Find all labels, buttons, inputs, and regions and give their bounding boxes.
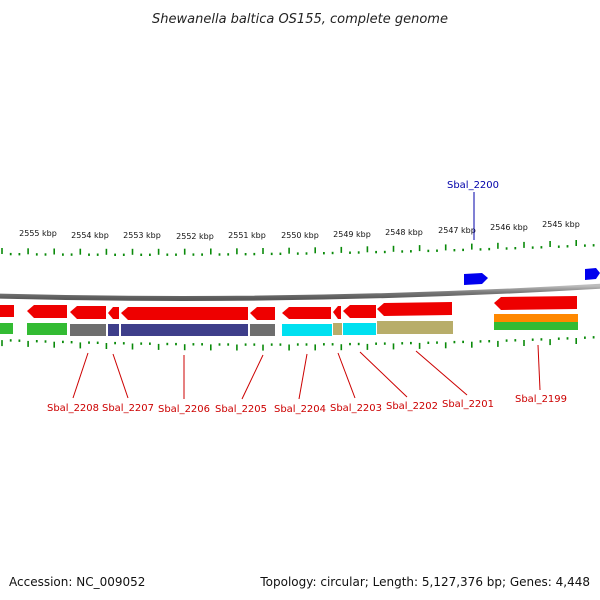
gene-label-sbal-2200[interactable]: Sbal_2200 xyxy=(447,180,499,191)
gene-label-sbal-2204[interactable]: Sbal_2204 xyxy=(274,404,326,415)
lower-tick-marks xyxy=(1,336,595,351)
bar-gray-2207 xyxy=(70,324,106,336)
gene-sbal-2205[interactable] xyxy=(250,307,275,320)
kbp-label-2547: 2547 kbp xyxy=(438,226,476,235)
gene-sbal-2207a[interactable] xyxy=(70,306,106,319)
sbal-2207-leader xyxy=(112,353,129,399)
reverse-gene-labels: Sbal_2208 Sbal_2207 Sbal_2206 Sbal_2205 … xyxy=(47,344,567,415)
bar-green-2208 xyxy=(27,323,67,335)
kbp-label-2546: 2546 kbp xyxy=(490,223,528,232)
sbal-2205-leader xyxy=(241,354,264,400)
bar-khaki-2201 xyxy=(377,321,453,334)
gene-label-sbal-2206[interactable]: Sbal_2206 xyxy=(158,404,210,415)
gene-sbal-2204[interactable] xyxy=(282,307,331,319)
gene-sbal-2206[interactable] xyxy=(121,307,248,320)
gene-sbal-2203[interactable] xyxy=(333,306,341,319)
sbal-2203-leader xyxy=(337,352,356,399)
reverse-strand-genes xyxy=(0,296,577,320)
gene-label-sbal-2203[interactable]: Sbal_2203 xyxy=(330,403,382,414)
sbal-2208-leader xyxy=(72,352,89,399)
sbal-2204-leader xyxy=(298,353,308,400)
gene-label-sbal-2207[interactable]: Sbal_2207 xyxy=(102,403,154,414)
gene-left-partial[interactable] xyxy=(0,305,14,317)
sbal-2202-leader xyxy=(359,351,408,398)
gene-sbal-2201[interactable] xyxy=(377,302,452,316)
feature-bars xyxy=(0,314,578,336)
kbp-label-2548: 2548 kbp xyxy=(385,228,423,237)
bar-khaki-2203 xyxy=(333,323,342,335)
kbp-label-2551: 2551 kbp xyxy=(228,231,266,240)
bar-navy-2207 xyxy=(108,324,119,336)
kbp-label-2549: 2549 kbp xyxy=(333,230,371,239)
genome-summary-text: Topology: circular; Length: 5,127,376 bp… xyxy=(259,575,590,589)
gene-label-sbal-2201[interactable]: Sbal_2201 xyxy=(442,399,494,410)
gene-sbal-2199[interactable] xyxy=(494,296,577,310)
kbp-label-2553: 2553 kbp xyxy=(123,231,161,240)
forward-strand-genes xyxy=(464,268,600,285)
sbal-2201-leader xyxy=(415,350,468,396)
gene-label-sbal-2208[interactable]: Sbal_2208 xyxy=(47,403,99,414)
kbp-label-2550: 2550 kbp xyxy=(281,231,319,240)
gene-sbal-2202[interactable] xyxy=(343,305,376,318)
gene-label-sbal-2199[interactable]: Sbal_2199 xyxy=(515,394,567,405)
bar-green-2199 xyxy=(494,322,578,330)
kbp-label-2552: 2552 kbp xyxy=(176,232,214,241)
bar-navy-2206 xyxy=(121,324,248,336)
genome-backbone xyxy=(0,283,600,301)
upper-tick-marks xyxy=(1,240,595,256)
bar-orange-2199 xyxy=(494,314,578,322)
diagram-title: Shewanella baltica OS155, complete genom… xyxy=(152,12,448,27)
kbp-label-2545: 2545 kbp xyxy=(542,220,580,229)
gene-forward-partial[interactable] xyxy=(585,268,600,280)
bar-cyan-2202 xyxy=(343,323,376,335)
sbal-2199-leader xyxy=(537,344,541,391)
bar-green-left xyxy=(0,323,13,334)
kbp-axis-labels: 2555 kbp 2554 kbp 2553 kbp 2552 kbp 2551… xyxy=(19,220,580,241)
gene-sbal-2208[interactable] xyxy=(27,305,67,318)
gene-label-sbal-2202[interactable]: Sbal_2202 xyxy=(386,401,438,412)
gene-sbal-2207b[interactable] xyxy=(108,307,119,319)
gene-sbal-2200[interactable] xyxy=(464,273,488,285)
accession-text: Accession: NC_009052 xyxy=(9,575,145,589)
kbp-label-2555: 2555 kbp xyxy=(19,229,57,238)
bar-cyan-2204 xyxy=(282,324,332,336)
gene-label-sbal-2205[interactable]: Sbal_2205 xyxy=(215,404,267,415)
kbp-label-2554: 2554 kbp xyxy=(71,231,109,240)
bar-gray-2205 xyxy=(250,324,275,336)
